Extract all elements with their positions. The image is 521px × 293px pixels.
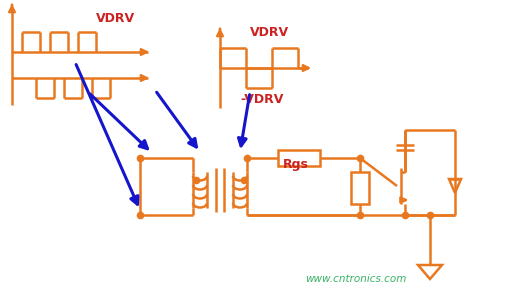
Text: VDRV: VDRV bbox=[250, 26, 289, 39]
Text: Rgs: Rgs bbox=[283, 158, 309, 171]
Bar bbox=[278, 150, 320, 166]
Text: VDRV: VDRV bbox=[96, 12, 135, 25]
Text: -VDRV: -VDRV bbox=[240, 93, 283, 106]
Text: www.cntronics.com: www.cntronics.com bbox=[305, 274, 406, 284]
Bar bbox=[351, 172, 369, 204]
